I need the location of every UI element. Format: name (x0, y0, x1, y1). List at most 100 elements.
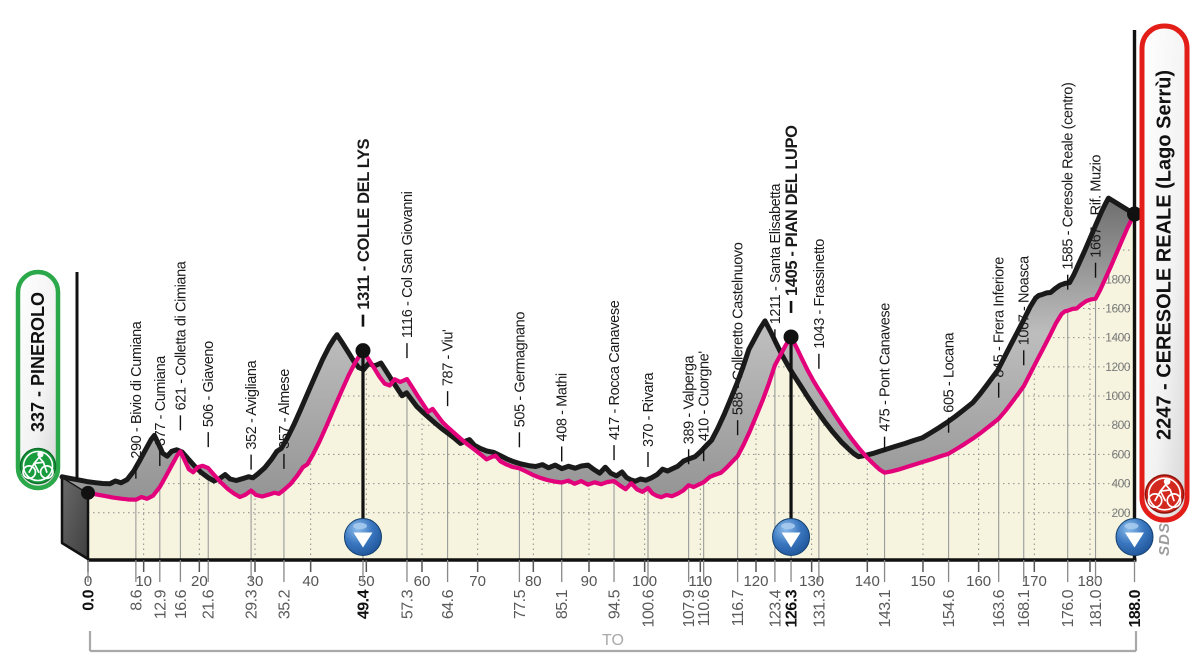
cyclist-wheel (22, 465, 37, 480)
cyclist-head (37, 451, 44, 458)
waypoint-km-label: 181.0 (1088, 589, 1105, 627)
waypoint-km-label: 21.6 (201, 589, 218, 619)
km-tick-label: 140 (855, 573, 880, 590)
waypoint-label: 352 - Avigliana (244, 359, 260, 449)
profile-line-black (59, 195, 1137, 487)
waypoint-km-label: 163.6 (991, 589, 1008, 627)
waypoint-km-label: 8.6 (128, 589, 145, 610)
waypoint-label: 1067 - Noasca (1017, 255, 1033, 345)
waypoint-label: 1116 - Col San Giovanni (400, 191, 416, 338)
km-tick-label: 110 (688, 573, 712, 590)
km-tick-label: 70 (469, 573, 486, 590)
km-tick-label: 120 (743, 573, 768, 590)
waypoint-km-label: 154.6 (941, 589, 958, 627)
waypoint-km-label: 57.3 (399, 589, 416, 619)
waypoint-label: 1211 - Santa Elisabetta (768, 182, 784, 324)
elevation-axis-label: 800 (1111, 418, 1130, 432)
waypoint-label: 377 - Cumiana (153, 355, 169, 446)
waypoint-km-label: 110.6 (696, 589, 713, 626)
km-tick-label: 100 (632, 573, 657, 590)
gpm-marker-highlight (352, 522, 367, 530)
province-label: TO (602, 632, 624, 649)
waypoint-km-label: 94.5 (607, 589, 624, 619)
waypoint-label: 621 - Colletta di Cimiana (173, 260, 189, 410)
elevation-axis-label: 1000 (1105, 389, 1131, 403)
waypoint-km-label: 85.1 (554, 589, 571, 619)
waypoint-km-label: 77.5 (512, 589, 529, 619)
waypoint-label: 505 - Germagnano (512, 312, 528, 428)
waypoint-km-label: 168.1 (1016, 589, 1033, 627)
cyclist-frame (1159, 490, 1167, 502)
waypoint-km-label: 176.0 (1060, 589, 1077, 627)
km-tick-label: 60 (414, 573, 431, 590)
start-badge-ring (22, 450, 54, 482)
waypoint-label: 1667 - Rif. Muzio (1089, 155, 1105, 258)
waypoint-km-label: 12.9 (152, 589, 169, 619)
km-tick-label: 90 (581, 573, 598, 590)
km-tick-label: 50 (358, 573, 375, 590)
cyclist-frame (28, 461, 48, 473)
waypoint-km-label: 126.3 (784, 589, 801, 627)
profile-line-pink (85, 212, 1137, 502)
km-tick-label: 130 (799, 573, 824, 590)
waypoint-label: 506 - Giaveno (201, 341, 217, 427)
waypoint-label: 787 - Viu' (441, 329, 457, 386)
credit-label: SDS (1156, 522, 1173, 556)
cyclist-head (1163, 478, 1171, 485)
km-tick-label: 20 (191, 573, 208, 590)
gpm-triangle-icon (353, 532, 373, 548)
waypoint-label: 588 - Colleretto Castelnuovo (731, 242, 747, 415)
finish-badge-ring (1147, 477, 1182, 511)
elevation-axis-label: 1200 (1105, 360, 1131, 374)
finish-label: 2247 - CERESOLE REALE (Lago Serrù) (1154, 70, 1176, 440)
waypoint-km-label: 107.9 (681, 589, 698, 627)
km-tick-label: 30 (247, 573, 264, 590)
elevation-axis-label: 1600 (1105, 301, 1131, 315)
elevation-axis-label: 400 (1111, 477, 1130, 491)
km-tick-label: 180 (1077, 573, 1102, 590)
waypoint-km-label: 116.7 (730, 589, 747, 626)
km-tick-label: 10 (135, 573, 152, 590)
finish-capsule: 2247 - CERESOLE REALE (Lago Serrù) (1139, 23, 1190, 523)
waypoint-label: 410 - Cuorgne' (697, 351, 713, 441)
gpm-marker-highlight (781, 522, 796, 530)
waypoint-km-label: 143.1 (877, 589, 894, 627)
waypoint-label: 408 - Mathi (555, 373, 571, 441)
start-badge-circle (19, 447, 57, 485)
waypoint-label: 389 - Valperga (682, 354, 698, 444)
km-tick-label: 170 (1022, 573, 1047, 590)
grid-layer (88, 220, 1135, 560)
waypoint-label: 475 - Pont Canavese (878, 303, 894, 432)
cyclist-wheel (1166, 493, 1182, 509)
elevation-axis-label: 1400 (1105, 331, 1131, 345)
cyclist-frame (1154, 489, 1175, 502)
waypoint-label: 357 - Almese (277, 369, 293, 449)
cyclist-wheel (1147, 493, 1163, 509)
finish-cyclist-badge (1144, 474, 1185, 514)
finish-badge-circle (1144, 474, 1185, 514)
gpm-marker (1115, 518, 1154, 556)
waypoint-km-label: 123.4 (767, 589, 784, 627)
elevation-area-fill (88, 214, 1135, 560)
waypoint-km-label: 49.4 (355, 589, 372, 619)
gpm-triangle-icon (781, 532, 801, 548)
waypoint-km-label: 64.6 (440, 589, 457, 619)
km-tick-label: 40 (302, 573, 319, 590)
summit-dot (783, 329, 799, 345)
gpm-marker (343, 518, 382, 556)
waypoint-label: 1311 - COLLE DEL LYS (355, 138, 373, 309)
waypoint-km-label: 131.3 (811, 589, 828, 627)
elevation-axis-label: 1800 (1105, 272, 1131, 286)
waypoint-label: 1405 - PIAN DEL LUPO (783, 125, 801, 296)
waypoint-label: 417 - Rocca Canavese (607, 300, 623, 440)
waypoint-km-label: 29.3 (244, 589, 261, 619)
start-cyclist-badge (19, 447, 57, 485)
finish-capsule-pill (1139, 23, 1190, 523)
province-label-gap (597, 634, 629, 640)
cyclist-frame (33, 462, 40, 473)
waypoint-label: 845 - Frera Inferiore (992, 257, 1008, 378)
cyclist-body (33, 456, 45, 465)
start-dot (81, 485, 95, 500)
